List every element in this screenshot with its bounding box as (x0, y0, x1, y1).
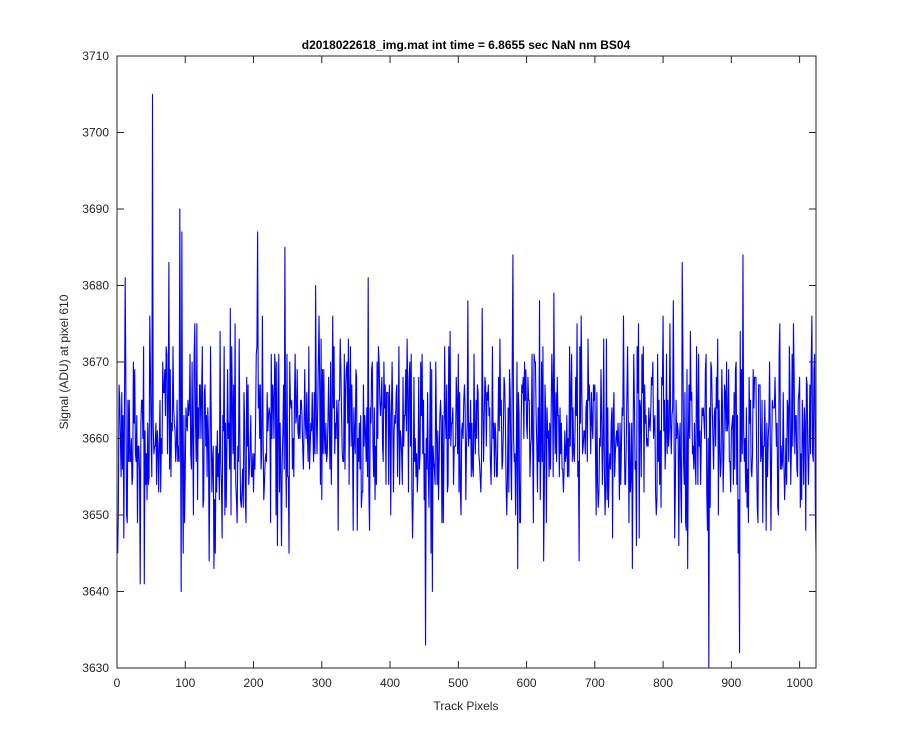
x-axis-ticks: 0 100 200 300 400 500 600 700 800 900 1000 (114, 56, 813, 690)
plot-area (117, 56, 816, 668)
y-tick-label: 3660 (82, 432, 109, 446)
signal-series-line (117, 93, 817, 669)
x-axis-label: Track Pixels (434, 699, 499, 713)
y-tick-label: 3630 (82, 661, 109, 675)
y-tick-label: 3700 (82, 126, 109, 140)
x-tick-label: 400 (380, 676, 400, 690)
y-tick-label: 3710 (82, 49, 109, 63)
y-axis-label: Signal (ADU) at pixel 610 (57, 294, 71, 429)
x-tick-label: 800 (653, 676, 673, 690)
x-tick-label: 200 (244, 676, 264, 690)
x-tick-label: 600 (517, 676, 537, 690)
x-tick-label: 700 (585, 676, 605, 690)
y-tick-label: 3640 (82, 585, 109, 599)
x-tick-label: 300 (312, 676, 332, 690)
y-tick-label: 3650 (82, 508, 109, 522)
x-tick-label: 100 (175, 676, 195, 690)
series-line-group (117, 93, 817, 669)
x-tick-label: 0 (114, 676, 121, 690)
chart-title: d2018022618_img.mat int time = 6.8655 se… (302, 38, 631, 52)
x-tick-label: 500 (448, 676, 468, 690)
y-axis-ticks: 3630 3640 3650 3660 3670 3680 3690 3700 3710 (82, 49, 816, 675)
x-tick-label: 1000 (786, 676, 813, 690)
y-tick-label: 3680 (82, 279, 109, 293)
x-tick-label: 900 (721, 676, 741, 690)
y-tick-label: 3670 (82, 355, 109, 369)
y-tick-label: 3690 (82, 202, 109, 216)
